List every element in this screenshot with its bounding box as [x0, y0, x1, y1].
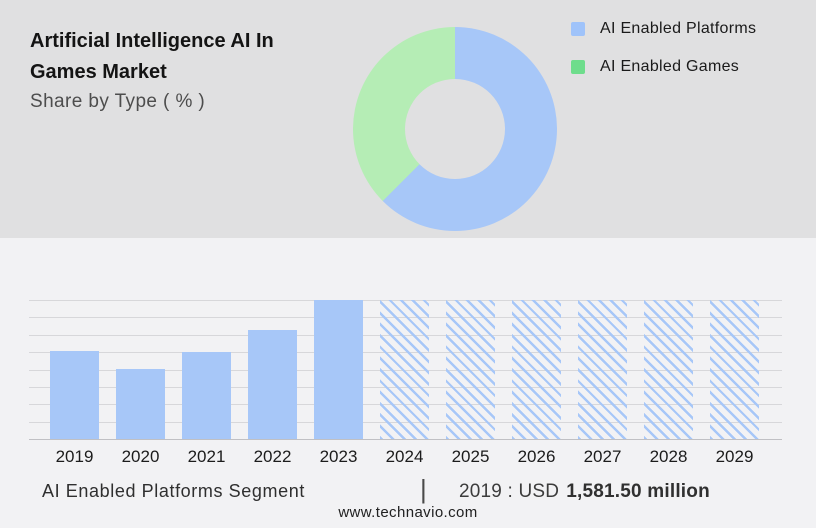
bar-chart: 2019 2020 2021 2022 2023 2024 2025 2026 2027 2028… — [29, 300, 782, 470]
page-title-line1: Artificial Intelligence AI In — [30, 30, 274, 52]
footer-segment-label: AI Enabled Platforms Segment — [42, 481, 305, 501]
legend-swatch — [571, 60, 585, 74]
x-axis-label-2020: 2020 — [121, 447, 160, 466]
chart-subtitle: Share by Type ( % ) — [30, 91, 206, 112]
bar-2020 — [116, 369, 165, 439]
page-title-line2: Games Market — [30, 61, 167, 83]
legend-label: AI Enabled Platforms — [600, 20, 757, 37]
bar-2022 — [248, 330, 297, 439]
top-section: Artificial Intelligence AI In Games Mark… — [0, 0, 816, 238]
bar-2024 — [380, 300, 429, 439]
legend-item-games: AI Enabled Games — [571, 58, 739, 76]
bar-2026 — [512, 300, 561, 439]
bar-2023 — [314, 300, 363, 439]
x-axis-label-2027: 2027 — [583, 447, 622, 466]
donut-hole — [405, 79, 505, 179]
website-url: www.technavio.com — [338, 504, 478, 521]
donut-chart — [353, 27, 557, 231]
x-axis-label-2021: 2021 — [187, 447, 226, 466]
x-axis-label-2024: 2024 — [385, 447, 424, 466]
page-title: Artificial Intelligence AI In Games Mark… — [30, 26, 274, 88]
bar-2025 — [446, 300, 495, 439]
footer-value-prefix: 2019 : USD — [459, 481, 560, 502]
x-axis-label-2022: 2022 — [253, 447, 292, 466]
bar-2029 — [710, 300, 759, 439]
footer-value-amount: 1,581.50 million — [566, 481, 710, 502]
bar-2021 — [182, 352, 231, 439]
footer-separator: | — [420, 474, 427, 504]
bar-2028 — [644, 300, 693, 439]
bar-2027 — [578, 300, 627, 439]
x-axis-label-2028: 2028 — [649, 447, 688, 466]
bar-2019 — [50, 351, 99, 439]
x-axis-label-2025: 2025 — [451, 447, 490, 466]
legend-item-platforms: AI Enabled Platforms — [571, 20, 756, 38]
x-axis-label-2019: 2019 — [55, 447, 94, 466]
x-axis-label-2029: 2029 — [715, 447, 754, 466]
footer-value: 2019 : USD 1,581.50 million — [459, 481, 710, 503]
x-axis-label-2026: 2026 — [517, 447, 556, 466]
legend-label: AI Enabled Games — [600, 58, 740, 75]
legend-swatch — [571, 22, 585, 36]
x-axis-line — [29, 439, 782, 440]
x-axis-label-2023: 2023 — [319, 447, 358, 466]
